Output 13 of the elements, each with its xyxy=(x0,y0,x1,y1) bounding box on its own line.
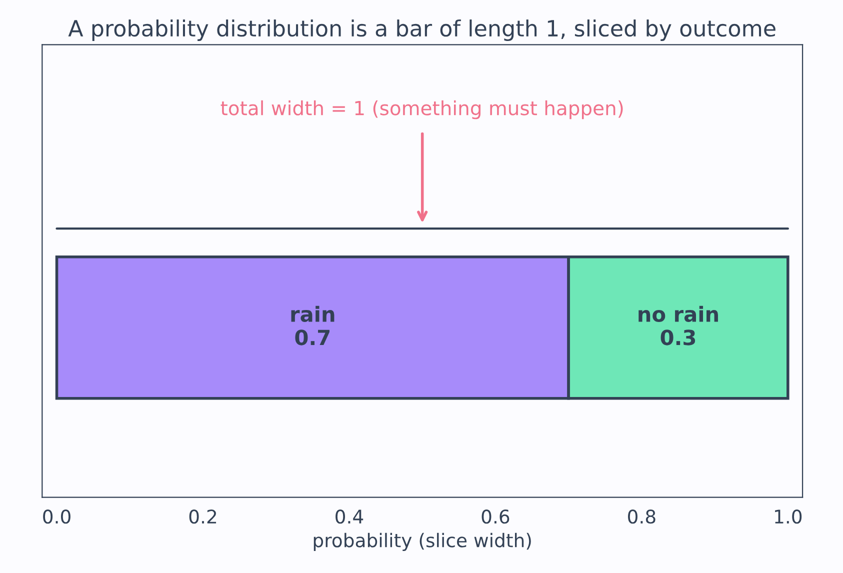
x-tick-label: 0.6 xyxy=(482,510,510,524)
x-tick-label: 0.8 xyxy=(628,510,656,524)
x-tick-label: 0.2 xyxy=(189,510,216,524)
x-tick-label: 0.0 xyxy=(43,510,70,524)
chart-title: A probability distribution is a bar of length 1, sliced by outcome xyxy=(68,19,776,41)
data-label: 0.3 xyxy=(660,330,696,346)
data-label: 0.7 xyxy=(295,330,330,346)
series-label: rain xyxy=(291,306,334,322)
x-axis-title: probability (slice width) xyxy=(314,532,531,552)
series-label: no rain xyxy=(638,306,718,322)
x-tick-label: 0.4 xyxy=(336,510,364,524)
text: total width = 1 (something must happen) xyxy=(220,100,623,120)
x-tick-label: 1.0 xyxy=(775,510,802,524)
